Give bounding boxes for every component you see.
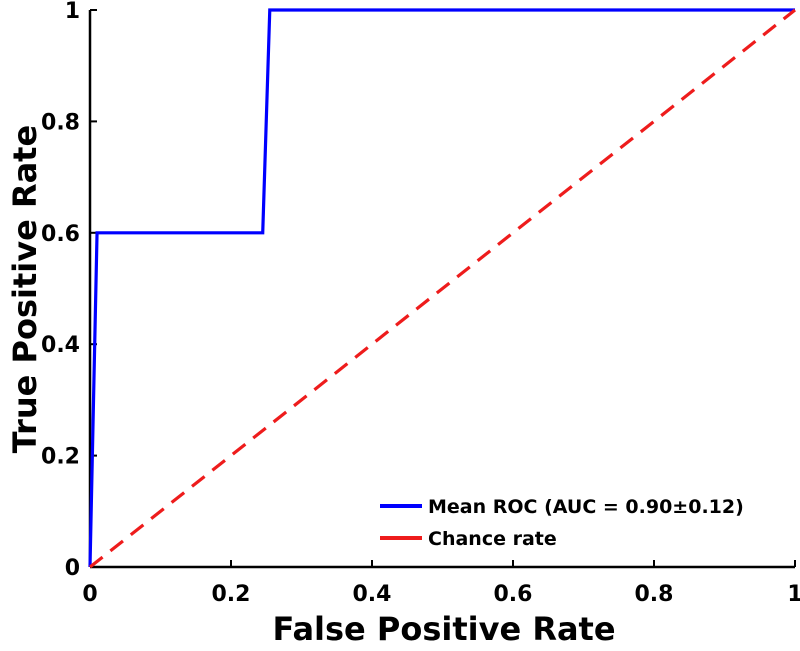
- x-tick-label: 0.4: [353, 582, 392, 607]
- y-tick-label: 0: [65, 556, 80, 581]
- y-tick-label: 1: [65, 0, 80, 24]
- y-axis-title: True Positive Rate: [6, 125, 44, 453]
- x-axis-ticks: 0 0.2 0.4 0.6 0.8 1: [82, 560, 800, 607]
- x-tick-label: 1: [787, 582, 800, 607]
- x-tick-label: 0.8: [635, 582, 674, 607]
- y-tick-label: 0.8: [41, 110, 80, 135]
- legend: Mean ROC (AUC = 0.90±0.12) Chance rate: [380, 496, 744, 550]
- y-tick-label: 0.6: [41, 222, 80, 247]
- legend-label: Mean ROC (AUC = 0.90±0.12): [428, 496, 744, 518]
- series-lines: [88, 8, 796, 569]
- x-tick-label: 0: [82, 582, 97, 607]
- y-tick-label: 0.2: [41, 445, 80, 470]
- series-line-0: [88, 8, 795, 568]
- series-line-1: [89, 8, 796, 569]
- x-axis-title: False Positive Rate: [272, 610, 615, 648]
- y-axis-ticks: 0 0.2 0.4 0.6 0.8 1: [41, 0, 97, 581]
- x-tick-label: 0.2: [212, 582, 251, 607]
- x-tick-label: 0.6: [494, 582, 533, 607]
- plot-area: [88, 10, 795, 569]
- legend-label: Chance rate: [428, 528, 557, 550]
- y-tick-label: 0.4: [41, 333, 80, 358]
